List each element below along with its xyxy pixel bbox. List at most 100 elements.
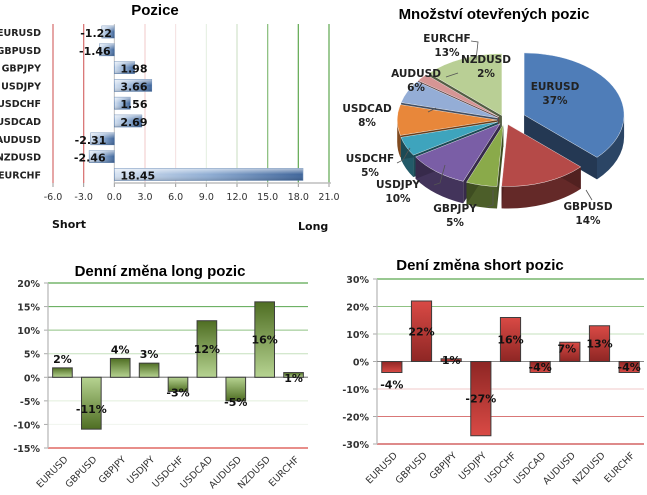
- short-change-category-labels: EURUSDGBPUSDGBPJPYUSDJPYUSDCHFUSDCADAUDU…: [364, 450, 637, 487]
- pie-label-value: 8%: [358, 117, 376, 129]
- bar: [440, 358, 462, 362]
- bar-value-label: -4%: [618, 361, 641, 374]
- y-tick-label: 10%: [346, 330, 369, 341]
- bar-sheen: [89, 150, 115, 163]
- y-tick-label: -10%: [13, 420, 40, 431]
- bar-value-label: -4%: [529, 361, 552, 374]
- bar-sheen: [114, 168, 303, 181]
- category-label: GBPUSD: [63, 454, 99, 490]
- bar: [529, 361, 551, 373]
- category-label: GBPUSD: [394, 450, 430, 486]
- y-tick-label: 30%: [346, 275, 369, 286]
- pie-label-value: 37%: [542, 95, 568, 107]
- pie-leader-line: [396, 147, 411, 164]
- bar-value-label: -3%: [166, 386, 189, 399]
- category-label: EURUSD: [364, 450, 400, 486]
- bar-value-label: 1%: [284, 372, 303, 385]
- pie-label-value: 5%: [446, 217, 464, 229]
- pie-label-value: 10%: [385, 193, 411, 205]
- positions-title: Pozice: [131, 2, 179, 19]
- bar-value-label: 2%: [53, 353, 72, 366]
- bar-sheen: [99, 43, 115, 56]
- bar-sheen: [101, 26, 115, 38]
- category-label: USDJPY: [1, 81, 41, 92]
- positions-bars: -1.22 -1.46 1.98 3.66 1.56 2.69 -2.31 -2.46 18.4…: [74, 25, 304, 182]
- bar: [109, 357, 131, 378]
- pie-leader-line: [433, 164, 446, 186]
- x-tick-label: -3.0: [74, 192, 93, 203]
- category-label: GBPJPY: [428, 450, 460, 482]
- category-label: AUDUSD: [0, 135, 41, 146]
- bar: [81, 376, 102, 430]
- bar-value-label: 1.98: [120, 63, 147, 76]
- category-label: GBPUSD: [0, 46, 41, 57]
- bar: [196, 320, 218, 378]
- pie-labels: EURUSD37%GBPUSD14%GBPJPY5%USDJPY10%USDCH…: [342, 33, 613, 229]
- x-tick-label: 9.0: [199, 192, 214, 203]
- pie-label-name: USDCAD: [342, 103, 392, 115]
- short-change-title: Dení změna short pozic: [396, 257, 564, 274]
- pie-label-value: 5%: [361, 167, 379, 179]
- bar-sheen: [114, 61, 135, 74]
- pie-slice-side: [596, 114, 625, 180]
- pie-slice-nzdusd: [417, 74, 500, 118]
- pie-title: Množství otevřených pozic: [399, 6, 590, 23]
- long-change-title: Denní změna long pozic: [75, 263, 246, 280]
- short-change-bars: -4% 22% 1% -27% 16% -4% 7% 13% -4%: [380, 300, 641, 437]
- bar-sheen: [114, 97, 131, 110]
- pie-slice-usdcad: [397, 104, 498, 136]
- pie-slice-eurchf: [428, 53, 503, 116]
- pie-label-value: 6%: [407, 82, 425, 94]
- y-tick-label: 20%: [346, 303, 369, 314]
- pie-leader-line: [585, 189, 593, 201]
- bar: [381, 361, 403, 373]
- bar-sheen: [114, 115, 142, 127]
- short-axis-label: Short: [52, 218, 86, 231]
- pie-label-name: EURCHF: [423, 33, 470, 45]
- y-tick-label: 0%: [353, 358, 370, 369]
- positions-category-labels: EURUSD GBPUSD GBPJPY USDJPY USDCHF USDCAD AUDU…: [0, 28, 41, 181]
- bar: [410, 300, 433, 362]
- bar-value-label: -27%: [465, 393, 496, 406]
- y-tick-label: 5%: [24, 350, 41, 361]
- bar-value-label: 7%: [557, 342, 576, 355]
- bar-sheen: [114, 79, 152, 92]
- x-tick-label: 6.0: [168, 192, 183, 203]
- category-label: EURUSD: [0, 28, 41, 39]
- y-tick-label: 0%: [24, 373, 41, 384]
- y-tick-label: -30%: [342, 440, 369, 451]
- bar: [138, 362, 160, 378]
- pie-label-name: GBPJPY: [433, 203, 477, 215]
- pie-slice-usdchf: [400, 121, 498, 156]
- bar: [559, 341, 581, 362]
- category-label: EURCHF: [602, 450, 637, 485]
- x-tick-label: 0.0: [107, 192, 122, 203]
- long-change-bars: 2% -11% 4% 3% -3% 12% -5% 16% 1%: [52, 301, 304, 430]
- bar: [167, 376, 189, 392]
- pie-slice-eurusd: [523, 52, 625, 158]
- bar: [588, 325, 611, 362]
- pie-slice-side: [397, 120, 401, 158]
- pie-label-name: EURUSD: [531, 81, 580, 93]
- pie-label-value: 14%: [575, 215, 601, 227]
- bar-value-label: -1.22: [80, 27, 112, 40]
- category-label: EURCHF: [267, 454, 302, 489]
- pie-slice-usdjpy: [415, 123, 501, 182]
- bar-value-label: -1.46: [79, 45, 111, 58]
- x-tick-label: 12.0: [226, 192, 247, 203]
- long-axis-label: Long: [298, 220, 328, 233]
- pie-leader-line: [486, 190, 494, 208]
- bar-value-label: 18.45: [120, 169, 155, 182]
- category-label: NZDUSD: [571, 450, 608, 487]
- bar-value-label: 1.56: [120, 98, 147, 111]
- category-label: EURCHF: [0, 170, 41, 181]
- daily-change-long-chart: Denní změna long pozic 20% 15% 10% 5% 0% -5% -…: [13, 263, 308, 491]
- pie-label-name: NZDUSD: [461, 54, 511, 66]
- bar: [225, 376, 247, 402]
- positions-chart: Pozice -1.22 -1.46 1.98 3.66 1.56 2.69 -2.31 -2…: [0, 2, 340, 233]
- bar: [499, 317, 522, 362]
- x-tick-label: 18.0: [288, 192, 309, 203]
- category-label: USDCHF: [0, 99, 41, 110]
- pie-label-name: GBPUSD: [563, 201, 612, 213]
- bar-value-label: -4%: [380, 379, 403, 392]
